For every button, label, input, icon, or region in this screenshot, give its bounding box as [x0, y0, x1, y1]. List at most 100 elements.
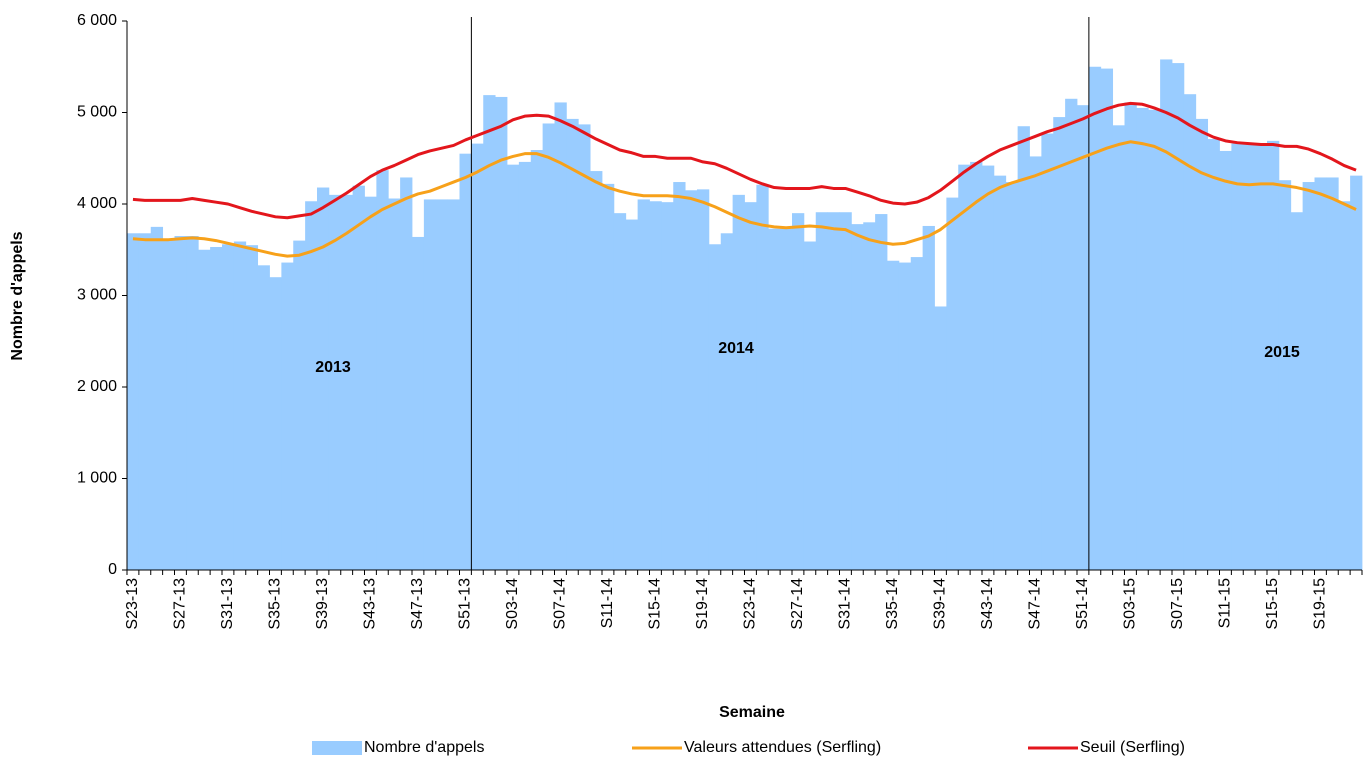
legend-label: Nombre d'appels: [364, 739, 484, 756]
bar: [1112, 125, 1125, 570]
bar: [352, 185, 365, 570]
bar: [993, 175, 1007, 570]
x-tick-label: S47-13: [409, 578, 426, 630]
bar: [697, 189, 710, 571]
bar: [162, 238, 175, 570]
bar: [898, 262, 912, 570]
bar: [1243, 143, 1256, 571]
legend-label: Valeurs attendues (Serfling): [684, 739, 881, 756]
bar: [210, 247, 223, 570]
bar: [150, 226, 164, 570]
bar: [198, 249, 211, 570]
x-tick-label: S51-14: [1074, 578, 1091, 630]
bar: [257, 265, 270, 570]
bar: [1183, 94, 1197, 570]
annotation: 2015: [1264, 344, 1300, 361]
y-tick-label: 1 000: [77, 470, 117, 487]
line: [132, 140, 1357, 258]
x-tick-label: S23-13: [124, 578, 141, 630]
x-tick-label: S19-15: [1312, 578, 1329, 630]
bar: [518, 161, 532, 570]
bar: [661, 202, 674, 571]
bar: [1100, 68, 1114, 570]
bar: [685, 190, 698, 570]
bar: [328, 194, 342, 570]
bar: [495, 96, 508, 570]
bar: [317, 187, 330, 570]
bar: [1207, 139, 1220, 570]
bar: [970, 161, 983, 570]
bar: [792, 213, 805, 570]
bar: [1005, 182, 1019, 571]
bar: [435, 199, 449, 571]
bar: [1278, 180, 1292, 570]
bar: [922, 225, 935, 570]
bar: [127, 233, 140, 570]
bar: [340, 194, 354, 570]
y-tick-label: 3 000: [77, 287, 117, 304]
bar: [1338, 201, 1351, 570]
bar: [1255, 143, 1268, 571]
bar: [780, 228, 793, 570]
bar: [649, 201, 662, 570]
bar: [483, 95, 496, 571]
bar: [887, 260, 900, 570]
bar: [637, 199, 650, 571]
x-tick-label: S03-14: [504, 578, 521, 630]
bar: [174, 236, 187, 570]
bar: [578, 124, 591, 571]
x-tick-label: S39-14: [932, 578, 949, 630]
bar: [305, 201, 318, 570]
bar: [566, 118, 579, 570]
bar: [910, 257, 924, 570]
x-tick-label: S27-13: [172, 578, 189, 630]
bar: [1326, 177, 1339, 570]
bar: [233, 241, 247, 570]
bar: [400, 177, 413, 570]
bar: [138, 233, 152, 570]
bar: [459, 153, 472, 571]
bar: [744, 202, 757, 571]
bar: [839, 212, 852, 571]
bar: [768, 228, 781, 570]
bar: [554, 102, 567, 570]
x-tick-label: S39-13: [314, 578, 331, 630]
x-axis-title: Semaine: [719, 704, 785, 721]
bar: [1029, 156, 1042, 571]
bar: [590, 171, 603, 570]
y-axis-title: Nombre d'appels: [9, 231, 26, 360]
bar: [1088, 66, 1102, 570]
bar: [423, 199, 437, 571]
bar: [1172, 63, 1185, 571]
bar: [507, 164, 520, 570]
x-tick-label: S11-15: [1217, 578, 1234, 629]
bar: [732, 194, 745, 570]
bar: [1219, 150, 1232, 570]
bar: [875, 214, 888, 570]
x-tick-label: S35-14: [884, 578, 901, 630]
y-tick-label: 0: [108, 561, 117, 578]
line: [132, 101, 1357, 220]
bar: [625, 219, 639, 570]
x-tick-label: S11-14: [599, 578, 616, 629]
bar: [827, 212, 840, 571]
bar: [1231, 143, 1244, 571]
bar: [1314, 177, 1327, 570]
y-tick-label: 4 000: [77, 195, 117, 212]
x-tick-label: S07-15: [1169, 578, 1186, 630]
bar: [388, 198, 401, 570]
bar: [708, 244, 722, 570]
bar: [1041, 133, 1054, 571]
annotation: 2014: [718, 340, 754, 357]
bar: [1124, 102, 1137, 570]
bar: [1077, 105, 1090, 571]
bar: [1148, 109, 1161, 570]
y-tick-label: 6 000: [77, 12, 117, 29]
bar: [412, 236, 425, 570]
annotation: 2013: [315, 359, 351, 376]
bar: [720, 233, 734, 570]
legend-label: Seuil (Serfling): [1080, 739, 1185, 756]
y-tick-label: 2 000: [77, 378, 117, 395]
bar: [803, 241, 817, 570]
